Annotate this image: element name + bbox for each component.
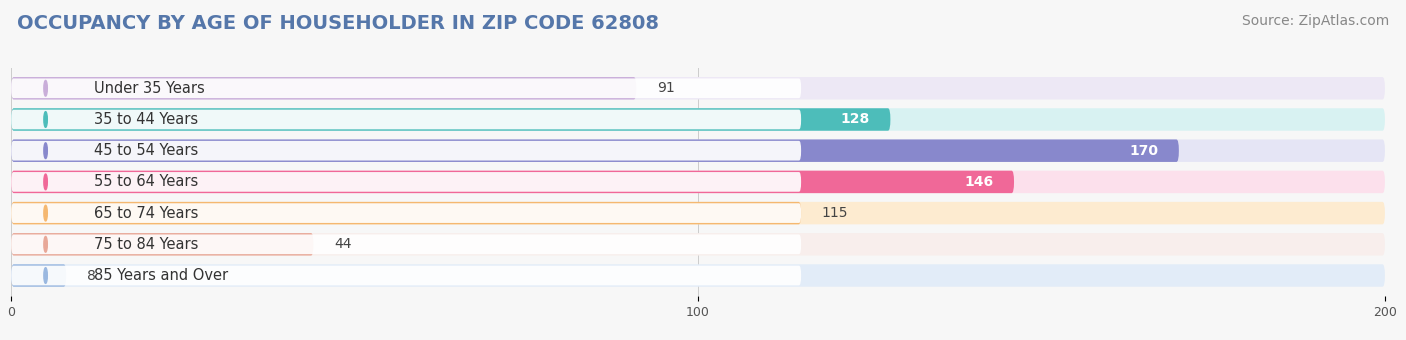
Text: 55 to 64 Years: 55 to 64 Years (94, 174, 198, 189)
FancyBboxPatch shape (11, 77, 1385, 100)
FancyBboxPatch shape (11, 203, 801, 223)
Text: 75 to 84 Years: 75 to 84 Years (94, 237, 198, 252)
FancyBboxPatch shape (11, 139, 1178, 162)
FancyBboxPatch shape (11, 171, 1014, 193)
FancyBboxPatch shape (11, 108, 1385, 131)
Text: OCCUPANCY BY AGE OF HOUSEHOLDER IN ZIP CODE 62808: OCCUPANCY BY AGE OF HOUSEHOLDER IN ZIP C… (17, 14, 659, 33)
Text: 44: 44 (335, 237, 352, 251)
Text: 128: 128 (841, 113, 870, 126)
FancyBboxPatch shape (11, 266, 801, 285)
FancyBboxPatch shape (11, 79, 801, 98)
Circle shape (44, 205, 48, 221)
Text: 35 to 44 Years: 35 to 44 Years (94, 112, 198, 127)
FancyBboxPatch shape (11, 77, 637, 100)
Text: 85 Years and Over: 85 Years and Over (94, 268, 228, 283)
Circle shape (44, 174, 48, 190)
Text: 45 to 54 Years: 45 to 54 Years (94, 143, 198, 158)
FancyBboxPatch shape (11, 171, 1385, 193)
Circle shape (44, 81, 48, 96)
FancyBboxPatch shape (11, 264, 66, 287)
FancyBboxPatch shape (11, 139, 1385, 162)
FancyBboxPatch shape (11, 202, 1385, 224)
FancyBboxPatch shape (11, 141, 801, 160)
Circle shape (44, 112, 48, 128)
Circle shape (44, 236, 48, 252)
Text: 170: 170 (1129, 144, 1159, 158)
Text: 91: 91 (657, 81, 675, 95)
Text: 146: 146 (965, 175, 994, 189)
FancyBboxPatch shape (11, 108, 890, 131)
FancyBboxPatch shape (11, 202, 801, 224)
Text: Under 35 Years: Under 35 Years (94, 81, 204, 96)
FancyBboxPatch shape (11, 172, 801, 192)
FancyBboxPatch shape (11, 233, 1385, 256)
Text: 8: 8 (87, 269, 96, 283)
FancyBboxPatch shape (11, 264, 1385, 287)
FancyBboxPatch shape (11, 110, 801, 129)
Text: Source: ZipAtlas.com: Source: ZipAtlas.com (1241, 14, 1389, 28)
FancyBboxPatch shape (11, 235, 801, 254)
Text: 65 to 74 Years: 65 to 74 Years (94, 206, 198, 221)
Circle shape (44, 268, 48, 283)
Text: 115: 115 (821, 206, 848, 220)
FancyBboxPatch shape (11, 233, 314, 256)
Circle shape (44, 143, 48, 158)
